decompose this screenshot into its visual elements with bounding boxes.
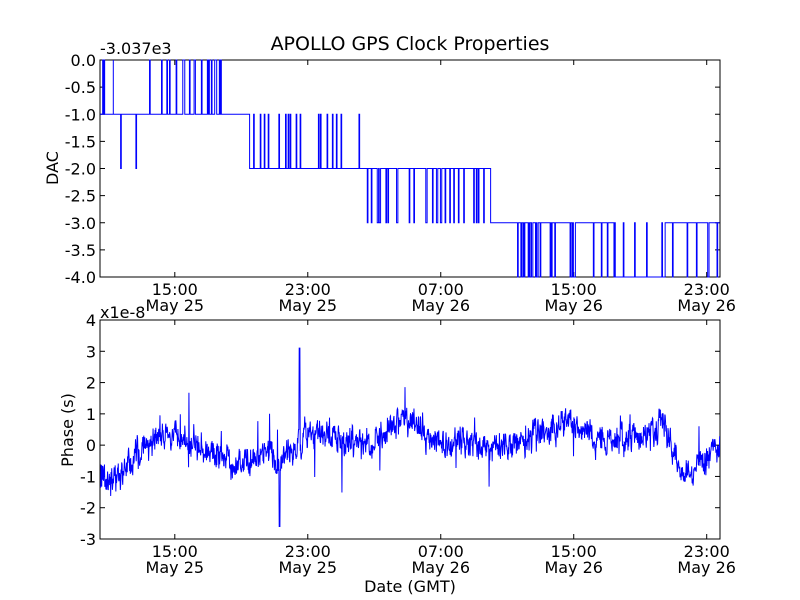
- phase-panel: x1e-8 Phase (s) Date (GMT) 4 3 2 1 0 -1 -2 -3 15…: [58, 303, 736, 596]
- x-tick-time-label: 15:00: [551, 280, 597, 299]
- y-tick-label: -2.0: [65, 160, 96, 179]
- y-tick-label: 3: [86, 342, 96, 361]
- y-tick-label: -1.5: [65, 132, 96, 151]
- y-tick-label: 4: [86, 311, 96, 330]
- phase-offset-label: x1e-8: [100, 303, 145, 322]
- phase-x-axis-label: Date (GMT): [364, 577, 456, 596]
- x-tick-date-label: May 26: [411, 296, 470, 315]
- x-tick-date-label: May 25: [146, 558, 205, 577]
- x-tick-time-label: 15:00: [152, 280, 198, 299]
- x-tick-date-label: May 26: [544, 296, 603, 315]
- phase-y-axis-label: Phase (s): [58, 393, 77, 467]
- y-tick-label: -1: [80, 467, 96, 486]
- y-tick-label: -3.0: [65, 214, 96, 233]
- x-tick-time-label: 23:00: [285, 542, 331, 561]
- x-tick-date-label: May 26: [411, 558, 470, 577]
- x-tick-time-label: 15:00: [551, 542, 597, 561]
- y-tick-label: -1.0: [65, 105, 96, 124]
- y-tick-label: -3.5: [65, 241, 96, 260]
- phase-plot-frame: [99, 319, 721, 540]
- dac-panel: -3.037e3 DAC 0.0 -0.5 -1.0 -1.5 -2.0 -2.5 -3.0…: [43, 39, 736, 315]
- y-tick-label: -4.0: [65, 268, 96, 287]
- chart-title: APOLLO GPS Clock Properties: [271, 33, 550, 55]
- y-tick-label: 2: [86, 374, 96, 393]
- dac-series-group: [100, 59, 720, 278]
- x-tick-date-label: May 25: [279, 558, 338, 577]
- x-tick-date-label: May 26: [544, 558, 603, 577]
- y-tick-label: 0: [86, 436, 96, 455]
- x-tick-date-label: May 26: [677, 558, 736, 577]
- x-tick-time-label: 23:00: [684, 280, 730, 299]
- dac-series-line: [100, 59, 720, 278]
- x-tick-time-label: 15:00: [152, 542, 198, 561]
- x-tick-date-label: May 25: [146, 296, 205, 315]
- dac-ticks: 0.0 -0.5 -1.0 -1.5 -2.0 -2.5 -3.0 -3.5 -4.0 15:00…: [65, 51, 736, 315]
- y-tick-label: 1: [86, 405, 96, 424]
- phase-series-group: [100, 347, 720, 527]
- x-tick-date-label: May 25: [279, 296, 338, 315]
- x-tick-time-label: 23:00: [684, 542, 730, 561]
- y-tick-label: -0.5: [65, 78, 96, 97]
- y-tick-label: -3: [80, 530, 96, 549]
- y-tick-label: -2: [80, 499, 96, 518]
- x-tick-time-label: 07:00: [418, 542, 464, 561]
- x-tick-time-label: 07:00: [418, 280, 464, 299]
- x-tick-date-label: May 26: [677, 296, 736, 315]
- x-tick-time-label: 23:00: [285, 280, 331, 299]
- dac-offset-label: -3.037e3: [100, 39, 172, 58]
- phase-series-line: [100, 347, 720, 527]
- dac-y-axis-label: DAC: [43, 151, 62, 185]
- y-tick-label: -2.5: [65, 187, 96, 206]
- y-tick-label: 0.0: [71, 51, 96, 70]
